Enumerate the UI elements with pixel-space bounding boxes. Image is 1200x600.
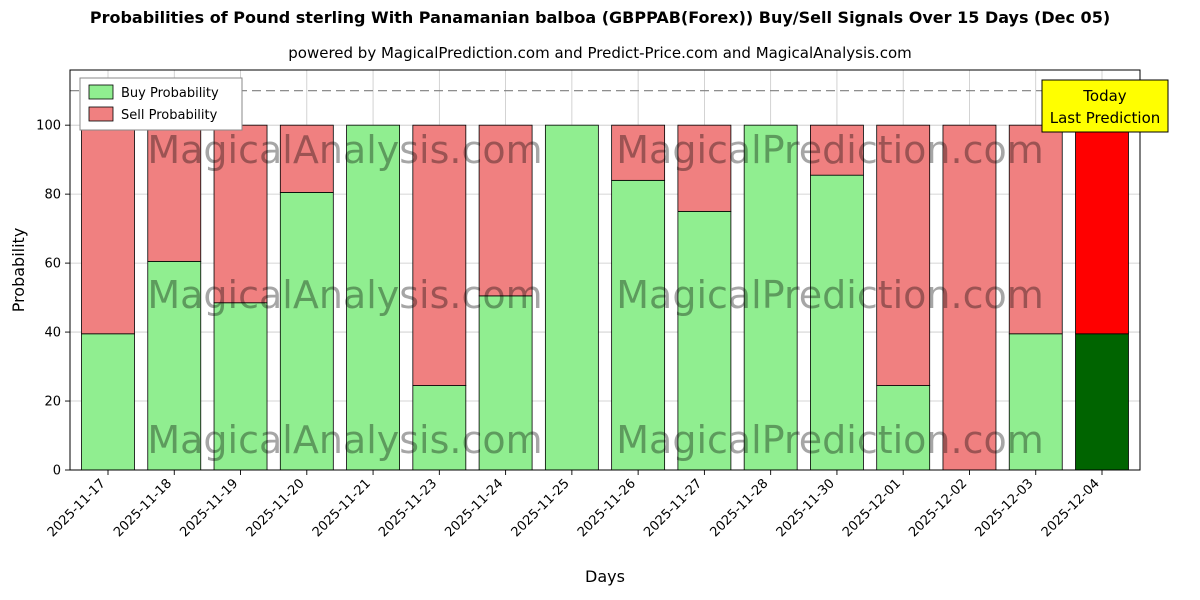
- bar-sell-segment: [810, 124, 864, 176]
- bar-sell-segment: [478, 124, 533, 297]
- x-tick-label: 2025-11-27: [641, 476, 705, 540]
- x-tick-label: 2025-12-03: [973, 476, 1037, 540]
- bar-buy-segment: [876, 385, 931, 471]
- y-axis-label: Probability: [9, 228, 28, 313]
- bar-sell-segment: [876, 124, 931, 386]
- plot-border: [69, 69, 1141, 471]
- legend-label-sell: Sell Probability: [121, 108, 218, 123]
- today-annotation-box: [1041, 79, 1169, 133]
- legend-swatch-buy: [88, 84, 114, 100]
- x-tick-label: 2025-11-24: [442, 476, 506, 540]
- bar-sell-segment: [1075, 124, 1129, 335]
- x-tick-label: 2025-11-18: [111, 476, 175, 540]
- x-tick-label: 2025-11-28: [707, 476, 771, 540]
- bar-sell-segment: [213, 124, 268, 304]
- bar-sell-segment: [412, 124, 467, 386]
- x-tick-label: 2025-12-01: [840, 476, 904, 540]
- bar-buy-segment: [1075, 333, 1129, 471]
- y-tick-label: 0: [53, 464, 61, 479]
- x-tick-label: 2025-11-17: [45, 476, 109, 540]
- bar-sell-segment: [147, 124, 202, 262]
- x-tick-label: 2025-12-02: [906, 476, 970, 540]
- legend: Buy Probability Sell Probability: [79, 77, 243, 131]
- x-tick-label: 2025-11-25: [509, 476, 573, 540]
- bar-buy-segment: [810, 174, 864, 471]
- today-annotation-line2: Last Prediction: [1050, 109, 1161, 127]
- bar-buy-segment: [478, 295, 533, 471]
- chart-subtitle: powered by MagicalPrediction.com and Pre…: [288, 44, 912, 62]
- x-tick-label: 2025-11-20: [244, 476, 308, 540]
- bar-buy-segment: [346, 124, 400, 471]
- bar-buy-segment: [611, 179, 666, 471]
- legend-label-buy: Buy Probability: [121, 86, 219, 101]
- watermark-text: MagicalAnalysis.com: [147, 418, 542, 462]
- x-tick-label: 2025-11-21: [310, 476, 374, 540]
- x-tick-label: 2025-12-04: [1039, 476, 1103, 540]
- x-axis-label: Days: [585, 567, 625, 586]
- x-tick-label: 2025-11-26: [575, 476, 639, 540]
- y-tick-label: 100: [36, 119, 61, 134]
- y-tick-label: 20: [44, 395, 61, 410]
- today-annotation-line1: Today: [1082, 87, 1127, 105]
- y-tick-label: 60: [44, 257, 61, 272]
- watermark-text: MagicalAnalysis.com: [147, 128, 542, 172]
- bar-sell-segment: [611, 124, 666, 181]
- bar-buy-segment: [279, 192, 334, 471]
- bar-buy-segment: [147, 260, 202, 471]
- bar-buy-segment: [743, 124, 798, 471]
- chart-plot: MagicalAnalysis.com MagicalPrediction.com…: [36, 69, 1141, 540]
- bar-buy-segment: [677, 210, 732, 471]
- watermark-text: MagicalPrediction.com: [616, 273, 1044, 317]
- y-tick-label: 40: [44, 326, 61, 341]
- watermark-text: MagicalAnalysis.com: [147, 273, 542, 317]
- bar-buy-segment: [213, 302, 268, 471]
- x-tick-label: 2025-11-23: [376, 476, 440, 540]
- bar-sell-segment: [279, 124, 334, 193]
- legend-swatch-sell: [88, 106, 114, 122]
- chart-title: Probabilities of Pound sterling With Pan…: [89, 8, 1111, 27]
- bar-buy-segment: [544, 124, 599, 471]
- bar-sell-segment: [677, 124, 732, 212]
- today-annotation: Today Last Prediction: [1041, 79, 1169, 133]
- bar-buy-segment: [81, 333, 135, 471]
- bar-sell-segment: [1008, 124, 1063, 335]
- watermark-text: MagicalPrediction.com: [616, 128, 1044, 172]
- bar-buy-segment: [412, 385, 467, 471]
- watermark-text: MagicalPrediction.com: [616, 418, 1044, 462]
- x-tick-label: 2025-11-19: [177, 476, 241, 540]
- y-tick-label: 80: [44, 188, 61, 203]
- x-tick-label: 2025-11-30: [774, 476, 838, 540]
- bar-sell-segment: [81, 124, 135, 335]
